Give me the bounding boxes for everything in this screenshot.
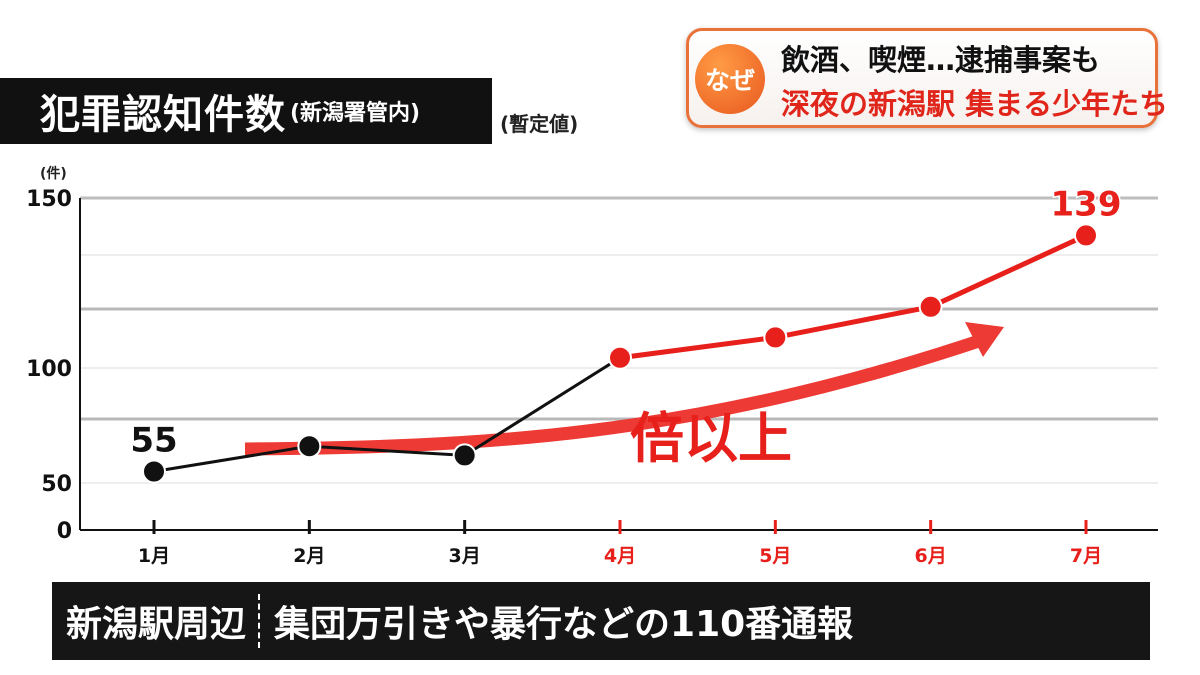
caption-location: 新潟駅周辺 <box>66 604 247 645</box>
x-tick-label: 5月 <box>759 545 791 567</box>
data-label: 55 <box>130 421 177 461</box>
x-tick-label: 4月 <box>604 545 636 567</box>
x-tick-label: 1月 <box>138 545 170 567</box>
annotation-label: 倍以上 <box>630 407 792 470</box>
badge-headline: 飲酒、喫煙…逮捕事案も <box>781 43 1101 77</box>
y-tick-label: 0 <box>57 519 72 544</box>
chart-title-bar: 犯罪認知件数 (新潟署管内) <box>0 78 492 144</box>
x-tick-label: 3月 <box>449 545 481 567</box>
provisional-note: (暫定値) <box>500 112 579 136</box>
data-point <box>608 345 632 370</box>
growth-arrow-head <box>965 322 1004 357</box>
x-tick-label: 2月 <box>293 545 325 567</box>
badge-circle-label: なぜ <box>695 44 765 114</box>
x-tick-label: 6月 <box>915 545 947 567</box>
data-point <box>918 294 943 319</box>
series-line-apr-jul <box>619 233 1088 361</box>
caption-divider <box>258 594 261 648</box>
x-tick-label: 7月 <box>1070 545 1102 567</box>
y-unit-label: (件) <box>40 165 67 182</box>
data-label: 139 <box>1051 184 1122 224</box>
chart-title: 犯罪認知件数 <box>40 92 286 138</box>
y-tick-label: 150 <box>26 187 72 212</box>
y-tick-label: 50 <box>41 472 72 497</box>
chart-subtitle: (新潟署管内) <box>290 101 421 126</box>
data-point <box>142 459 166 484</box>
data-point <box>763 325 788 350</box>
series-line-jan-apr <box>153 356 621 473</box>
caption-bar: 新潟駅周辺 集団万引きや暴行などの110番通報 <box>52 582 1150 660</box>
data-point <box>452 443 477 468</box>
y-tick-label: 100 <box>26 357 72 382</box>
badge-subheadline: 深夜の新潟駅 集まる少年たち <box>781 87 1169 121</box>
caption-text: 集団万引きや暴行などの110番通報 <box>274 604 854 645</box>
data-point <box>1074 223 1098 248</box>
data-point <box>297 434 322 459</box>
topic-badge: なぜ 飲酒、喫煙…逮捕事案も 深夜の新潟駅 集まる少年たち <box>686 28 1168 128</box>
